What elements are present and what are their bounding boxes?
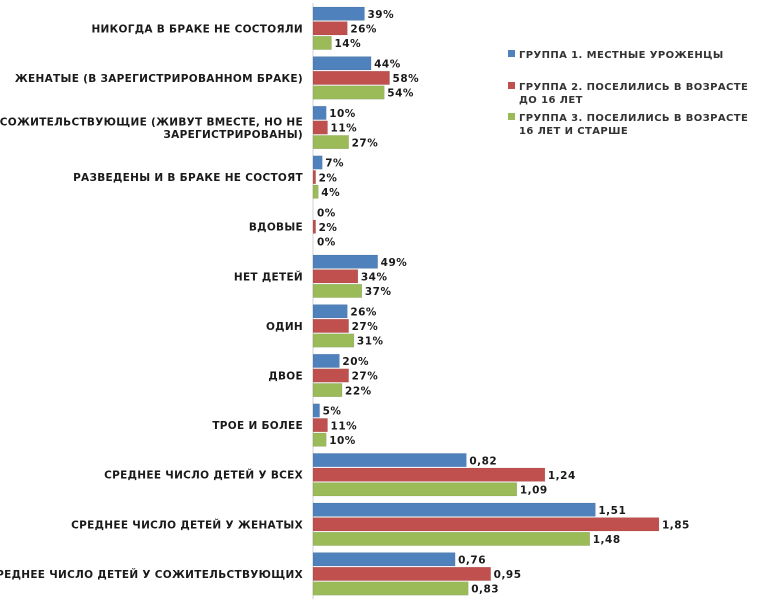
value-label: 31% <box>357 336 384 348</box>
value-label: 11% <box>331 420 358 432</box>
bar <box>312 21 348 36</box>
value-label: 27% <box>352 137 379 149</box>
value-label: 58% <box>393 73 420 85</box>
value-label: 10% <box>329 435 356 447</box>
value-label: 0,83 <box>471 584 499 596</box>
value-label: 1,48 <box>593 534 621 546</box>
value-label: 20% <box>342 356 369 368</box>
value-label: 37% <box>365 286 392 298</box>
value-label: 4% <box>321 187 340 199</box>
bar <box>312 254 378 269</box>
bar <box>312 35 332 50</box>
value-label: 22% <box>345 385 372 397</box>
value-label: 11% <box>331 123 358 135</box>
value-label: 49% <box>381 257 408 269</box>
category-label: ЖЕНАТЫЕ (В ЗАРЕГИСТРИРОВАННОМ БРАКЕ) <box>15 73 303 85</box>
category-label: РАЗВЕДЕНЫ И В БРАКЕ НЕ СОСТОЯТ <box>73 172 303 184</box>
category-label: ВДОВЫЕ <box>249 222 303 234</box>
bar <box>312 70 390 85</box>
category-label: НИКОГДА В БРАКЕ НЕ СОСТОЯЛИ <box>91 23 303 35</box>
bar <box>312 581 469 596</box>
legend-swatch <box>508 82 515 89</box>
value-label: 7% <box>325 158 344 170</box>
bars-layer <box>312 6 660 596</box>
legend-label: ГРУППА 1. МЕСТНЫЕ УРОЖЕНЦЫ <box>519 50 724 61</box>
bar <box>312 353 340 368</box>
bar <box>312 318 349 333</box>
bar <box>312 467 546 482</box>
value-label: 0% <box>317 207 336 219</box>
value-label: 1,85 <box>662 520 690 532</box>
value-label: 26% <box>350 307 377 319</box>
value-label: 0,82 <box>469 455 497 467</box>
value-label: 1,51 <box>598 505 626 517</box>
value-label: 34% <box>361 272 388 284</box>
value-label: 14% <box>334 38 361 50</box>
bar <box>312 517 660 532</box>
bar <box>312 552 456 567</box>
legend-swatch <box>508 113 515 120</box>
bar <box>312 170 316 185</box>
legend: ГРУППА 1. МЕСТНЫЕ УРОЖЕНЦЫ ГРУППА 2. ПОСЕ… <box>508 50 748 137</box>
bar <box>312 283 363 298</box>
category-label: ОДИН <box>266 321 303 333</box>
bar <box>312 269 359 284</box>
legend-swatch <box>508 50 515 57</box>
bar <box>312 120 328 135</box>
bar <box>312 403 320 418</box>
bar <box>312 85 385 100</box>
category-label: НЕТ ДЕТЕЙ <box>234 270 303 283</box>
value-label: 1,09 <box>520 485 548 497</box>
category-label: СРЕДНЕЕ ЧИСЛО ДЕТЕЙ У СОЖИТЕЛЬСТВУЮЩИХ <box>0 568 303 581</box>
bar <box>312 432 327 447</box>
value-label: 27% <box>352 321 379 333</box>
category-label: ТРОЕ И БОЛЕЕ <box>212 420 303 432</box>
value-label: 0,95 <box>494 569 522 581</box>
value-label: 0% <box>317 237 336 249</box>
legend-label: ГРУППА 2. ПОСЕЛИЛИСЬ В ВОЗРАСТЕ ДО 16 ЛЕТ <box>519 82 748 106</box>
value-label: 2% <box>319 172 338 184</box>
value-label: 26% <box>350 24 377 36</box>
labels-layer: НИКОГДА В БРАКЕ НЕ СОСТОЯЛИ 39% 26% 14% ЖЕНА… <box>0 9 690 596</box>
value-label: 27% <box>352 371 379 383</box>
bar <box>312 184 319 199</box>
bar <box>312 502 596 517</box>
bar <box>312 333 355 348</box>
value-label: 0,76 <box>458 555 486 567</box>
category-label: ДВОЕ <box>268 371 303 383</box>
bar <box>312 383 343 398</box>
value-label: 5% <box>323 406 342 418</box>
category-label: СОЖИТЕЛЬСТВУЮЩИЕ (ЖИВУТ ВМЕСТЕ, НО НЕ ЗАР… <box>0 116 303 141</box>
bar <box>312 566 491 581</box>
bar <box>312 155 323 170</box>
legend-label: ГРУППА 3. ПОСЕЛИЛИСЬ В ВОЗРАСТЕ 16 ЛЕТ И … <box>519 113 748 137</box>
bar <box>312 531 591 546</box>
bar <box>312 219 316 234</box>
value-label: 10% <box>329 108 356 120</box>
bar <box>312 6 365 21</box>
value-label: 1,24 <box>548 470 576 482</box>
bar <box>312 418 328 433</box>
bar <box>312 453 467 468</box>
bar <box>312 135 349 150</box>
value-label: 54% <box>387 88 414 100</box>
category-label: СРЕДНЕЕ ЧИСЛО ДЕТЕЙ У ЖЕНАТЫХ <box>71 518 303 531</box>
category-label: СРЕДНЕЕ ЧИСЛО ДЕТЕЙ У ВСЕХ <box>104 469 303 482</box>
bar <box>312 368 349 383</box>
bar <box>312 482 518 497</box>
bar <box>312 56 372 71</box>
bar <box>312 105 327 120</box>
value-label: 44% <box>374 59 401 71</box>
value-label: 2% <box>319 222 338 234</box>
value-label: 39% <box>367 9 394 21</box>
bar <box>312 304 348 319</box>
